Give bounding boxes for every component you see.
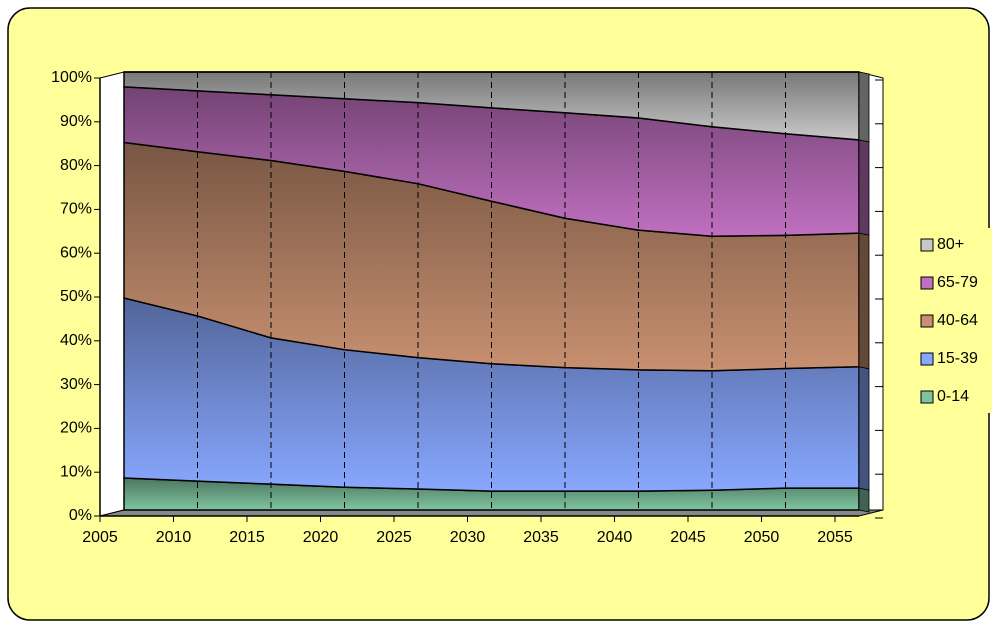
legend-swatch [920, 238, 934, 252]
area-side [858, 71, 870, 143]
x-tick-label: 2030 [450, 529, 486, 546]
x-tick-label: 2010 [156, 529, 192, 546]
y-tick-label: 30% [60, 376, 92, 393]
x-tick-label: 2055 [817, 529, 853, 546]
x-tick-label: 2015 [229, 529, 265, 546]
y-tick-label: 90% [60, 113, 92, 130]
y-tick-label: 70% [60, 201, 92, 218]
legend-label: 65-79 [937, 274, 978, 291]
legend-swatch [920, 276, 934, 290]
x-tick-label: 2050 [744, 529, 780, 546]
x-tick-label: 2040 [597, 529, 633, 546]
area-side [858, 487, 870, 513]
legend-label: 0-14 [937, 388, 969, 405]
x-tick-label: 2025 [376, 529, 412, 546]
area-side [858, 139, 870, 236]
area-side [858, 366, 870, 491]
x-tick-label: 2035 [523, 529, 559, 546]
y-tick-label: 40% [60, 332, 92, 349]
y-tick-label: 80% [60, 157, 92, 174]
y-tick-label: 60% [60, 244, 92, 261]
floor [99, 509, 884, 517]
x-tick-label: 2005 [82, 529, 118, 546]
legend-label: 80+ [937, 236, 964, 253]
x-tick-label: 2045 [670, 529, 706, 546]
legend-swatch [920, 314, 934, 328]
y-tick-label: 10% [60, 463, 92, 480]
y-tick-label: 50% [60, 288, 92, 305]
legend-swatch [920, 352, 934, 366]
left-wall [99, 71, 125, 517]
y-tick-label: 0% [69, 507, 92, 524]
y-tick-label: 20% [60, 420, 92, 437]
legend-label: 40-64 [937, 312, 978, 329]
area-side [858, 232, 870, 370]
y-tick-label: 100% [51, 69, 92, 86]
x-tick-label: 2020 [303, 529, 339, 546]
legend-label: 15-39 [937, 350, 978, 367]
legend-swatch [920, 390, 934, 404]
